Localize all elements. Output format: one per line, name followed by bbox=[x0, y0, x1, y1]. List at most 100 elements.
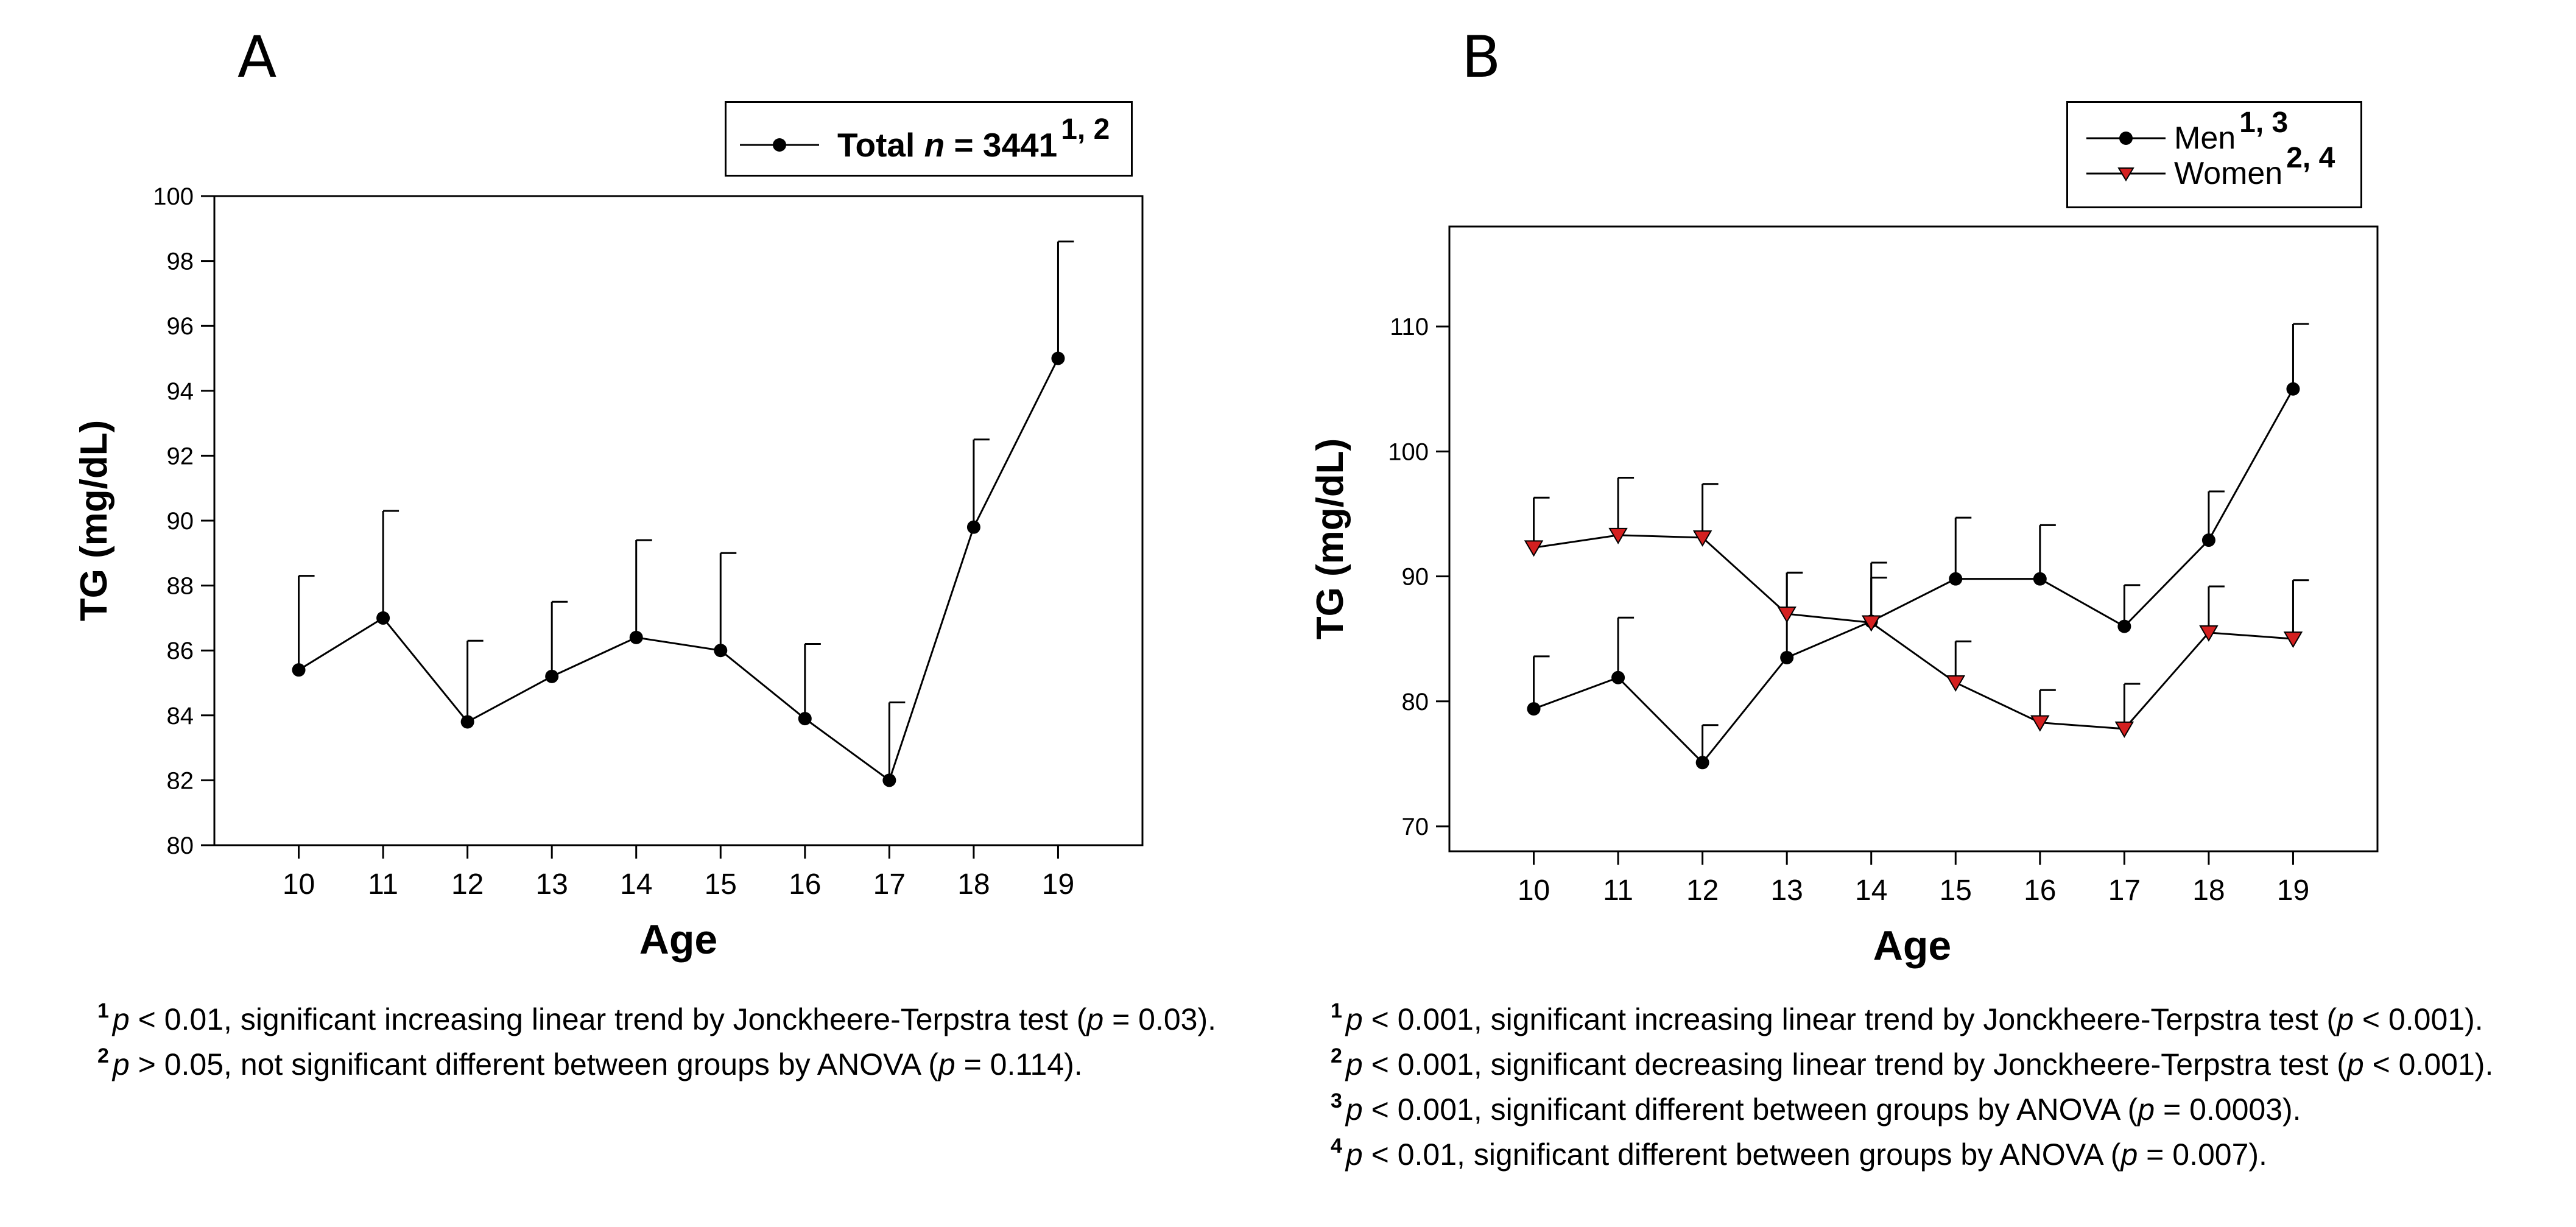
legend-a-total-n: n bbox=[924, 126, 945, 164]
data-point bbox=[1777, 606, 1797, 624]
series-men bbox=[1527, 323, 2309, 770]
legend-a-total-prefix: Total bbox=[837, 126, 924, 164]
chart-canvas: 80 82 84 86 88 90 92 94 96 98 100 10 11 12 13 14 15 16 17 1… bbox=[73, 183, 2379, 969]
data-point bbox=[2201, 533, 2215, 547]
data-point bbox=[629, 630, 643, 644]
y-tick-label: 88 bbox=[167, 573, 194, 600]
footnote-text: < 0.01, significant increasing linear tr… bbox=[129, 1002, 1087, 1036]
y-tick-label: 90 bbox=[167, 508, 194, 535]
footnote-marker: 4 bbox=[1331, 1134, 1342, 1158]
y-tick-label: 80 bbox=[167, 832, 194, 859]
data-point bbox=[2283, 631, 2303, 649]
data-point bbox=[292, 663, 306, 677]
x-tick-label: 17 bbox=[2108, 874, 2141, 907]
data-point bbox=[2033, 572, 2047, 586]
data-point bbox=[1611, 670, 1625, 684]
series-women bbox=[1524, 476, 2309, 738]
legend-b-men-sup: 1, 3 bbox=[2239, 106, 2289, 139]
footnote-p: p bbox=[112, 1047, 130, 1081]
data-point bbox=[1608, 527, 1628, 544]
data-point bbox=[1524, 540, 1544, 557]
x-tick-label: 13 bbox=[535, 868, 568, 901]
footnote-text: < 0.001, significant increasing linear t… bbox=[1362, 1002, 2337, 1036]
circle-marker-icon bbox=[2086, 123, 2166, 153]
x-tick-label: 16 bbox=[789, 868, 821, 901]
x-tick-label: 10 bbox=[283, 868, 315, 901]
data-point bbox=[882, 773, 896, 787]
footnote-p: p bbox=[2120, 1137, 2138, 1172]
data-point bbox=[545, 669, 559, 683]
data-point bbox=[798, 712, 812, 726]
footnote-p: p bbox=[1345, 1047, 1363, 1081]
footnote-p: p bbox=[2346, 1047, 2364, 1081]
x-axis-label: Age bbox=[639, 916, 717, 963]
y-tick-label: 82 bbox=[167, 767, 194, 794]
data-point bbox=[2030, 715, 2050, 732]
footnote-text: < 0.01, significant different between gr… bbox=[1362, 1137, 2121, 1172]
data-point bbox=[966, 520, 980, 534]
series-total bbox=[292, 241, 1074, 787]
legend-b-women: Women 2, 4 bbox=[2086, 142, 2335, 192]
data-point bbox=[1949, 572, 1963, 586]
legend-b-women-label: Women bbox=[2174, 156, 2283, 191]
y-tick-label: 98 bbox=[167, 248, 194, 275]
footnote-text: < 0.001). bbox=[2354, 1002, 2483, 1036]
footnote-p: p bbox=[1345, 1002, 1363, 1036]
panel-a-letter: A bbox=[238, 24, 277, 91]
x-tick-label: 18 bbox=[2192, 874, 2225, 907]
data-point bbox=[1051, 351, 1065, 365]
legend-a: Total n = 3441 1, 2 bbox=[725, 101, 1133, 177]
footnote-p: p bbox=[112, 1002, 130, 1036]
y-axis-label: TG (mg/dL) bbox=[73, 420, 115, 622]
footnote-p: p bbox=[1345, 1092, 1363, 1127]
plot-frame bbox=[1448, 225, 2379, 853]
footnote-marker: 2 bbox=[97, 1044, 109, 1067]
y-tick-label: 100 bbox=[153, 183, 194, 210]
x-axis-label: Age bbox=[1873, 923, 1951, 969]
x-tick-label: 13 bbox=[1770, 874, 1803, 907]
data-point bbox=[2114, 721, 2134, 738]
footnote-marker: 3 bbox=[1331, 1089, 1342, 1113]
legend-b-women-sup: 2, 4 bbox=[2286, 141, 2335, 174]
circle-marker-icon bbox=[740, 130, 819, 160]
x-tick-label: 15 bbox=[1940, 874, 1972, 907]
chart-panel-b: 70 80 90 100 110 10 11 12 13 14 15 16 17 18 19 Age TG (m… bbox=[1309, 225, 2379, 969]
footnote-text: = 0.0003). bbox=[2155, 1092, 2301, 1127]
series-line bbox=[298, 357, 1059, 782]
legend-b-men-label: Men bbox=[2174, 121, 2236, 156]
footnote-marker: 2 bbox=[1331, 1044, 1342, 1067]
data-point bbox=[1695, 756, 1709, 770]
footnote-marker: 1 bbox=[1331, 999, 1342, 1022]
y-tick-label: 110 bbox=[1390, 314, 1429, 340]
x-tick-label: 18 bbox=[957, 868, 990, 901]
y-axis-label: TG (mg/dL) bbox=[1309, 438, 1351, 640]
data-point bbox=[2286, 382, 2300, 396]
footnote-text: < 0.001, significant different between g… bbox=[1362, 1092, 2138, 1127]
data-point bbox=[460, 715, 474, 729]
data-point bbox=[1527, 702, 1541, 716]
legend-a-total: Total n = 3441 1, 2 bbox=[740, 113, 1110, 164]
x-tick-label: 11 bbox=[368, 868, 398, 901]
y-tick-label: 96 bbox=[167, 313, 194, 340]
data-point bbox=[714, 644, 728, 658]
y-tick-label: 92 bbox=[167, 443, 194, 469]
chart-panel-a: 80 82 84 86 88 90 92 94 96 98 100 10 11 12 13 14 15 16 17 1… bbox=[73, 183, 1144, 963]
data-point bbox=[376, 611, 390, 625]
footnote-text: < 0.001, significant decreasing linear t… bbox=[1362, 1047, 2347, 1081]
y-tick-label: 84 bbox=[167, 703, 194, 730]
series-line bbox=[1533, 388, 2294, 764]
footnote-text: > 0.05, not significant different betwee… bbox=[129, 1047, 938, 1081]
footnote-p: p bbox=[1345, 1137, 1363, 1172]
footnote-text: = 0.03). bbox=[1103, 1002, 1217, 1036]
series-line bbox=[1533, 534, 2293, 730]
footnote-p: p bbox=[938, 1047, 955, 1081]
y-tick-label: 80 bbox=[1402, 689, 1429, 715]
data-point bbox=[1946, 675, 1966, 692]
x-tick-label: 17 bbox=[873, 868, 906, 901]
